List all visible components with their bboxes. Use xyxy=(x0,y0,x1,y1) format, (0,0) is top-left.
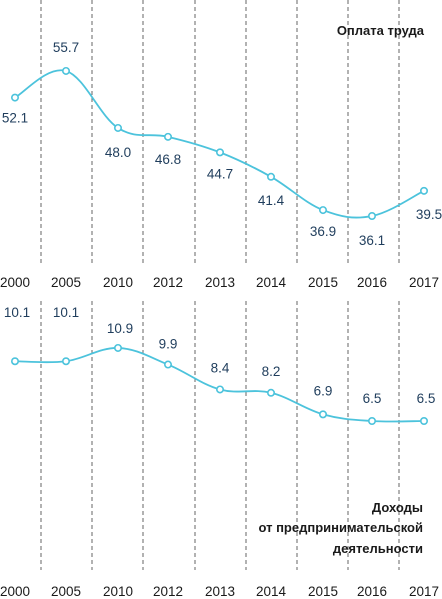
data-point xyxy=(61,357,70,366)
x-tick-label: 2015 xyxy=(308,584,338,599)
data-point xyxy=(367,212,376,221)
x-tick-label: 2015 xyxy=(308,275,338,290)
data-label: 44.7 xyxy=(207,166,233,181)
data-label: 6.5 xyxy=(417,391,436,406)
data-label: 6.9 xyxy=(314,383,333,398)
chart-title-line-1: Доходы xyxy=(372,500,423,515)
x-tick-label: 2017 xyxy=(409,275,439,290)
x-tick-label: 2012 xyxy=(153,275,183,290)
data-point xyxy=(61,66,70,75)
x-tick-label: 2000 xyxy=(0,275,30,290)
data-point xyxy=(318,206,327,215)
chart-panel-business-income: Доходы от предпринимательской деятельнос… xyxy=(0,305,439,599)
data-label: 48.0 xyxy=(105,145,131,160)
x-axis-ticks-business-income: 2000 2005 2010 2012 2013 2014 2015 2016 2017 xyxy=(0,584,439,599)
data-point xyxy=(419,186,428,195)
series-points-business-income xyxy=(11,343,428,425)
data-point xyxy=(318,410,327,419)
data-point xyxy=(11,93,20,102)
x-tick-label: 2000 xyxy=(0,584,30,599)
data-point xyxy=(164,132,173,141)
data-label: 10.1 xyxy=(4,305,30,320)
x-tick-label: 2014 xyxy=(256,275,287,290)
data-point xyxy=(11,357,20,366)
data-label: 10.9 xyxy=(107,321,133,336)
x-tick-label: 2012 xyxy=(153,584,183,599)
x-tick-label: 2014 xyxy=(256,584,287,599)
data-label: 52.1 xyxy=(2,111,28,126)
x-tick-label: 2016 xyxy=(357,275,387,290)
x-tick-label: 2013 xyxy=(205,584,235,599)
series-points-wages xyxy=(11,66,428,221)
x-tick-label: 2016 xyxy=(357,584,387,599)
data-point xyxy=(164,360,173,369)
data-label: 9.9 xyxy=(159,337,178,352)
data-point xyxy=(216,385,225,394)
gridlines xyxy=(40,0,400,570)
data-labels-business-income: 10.1 10.1 10.9 9.9 8.4 8.2 6.9 6.5 6.5 xyxy=(4,305,436,406)
data-label: 39.5 xyxy=(416,207,442,222)
chart-title-line-3: деятельности xyxy=(333,541,423,556)
x-tick-label: 2005 xyxy=(51,275,81,290)
x-tick-label: 2017 xyxy=(409,584,439,599)
data-label: 46.8 xyxy=(155,152,181,167)
chart-title-wages: Оплата труда xyxy=(337,23,425,38)
data-point xyxy=(266,172,275,181)
chart-panel-wages: Оплата труда 52.1 55.7 48.0 46.8 44.7 41.4 36.… xyxy=(0,23,442,290)
data-label: 6.5 xyxy=(363,391,382,406)
data-label: 41.4 xyxy=(258,193,285,208)
series-line-wages xyxy=(14,69,425,219)
data-label: 8.4 xyxy=(211,360,230,375)
data-point xyxy=(216,148,225,157)
data-label: 8.2 xyxy=(262,364,281,379)
x-tick-label: 2013 xyxy=(205,275,235,290)
data-point xyxy=(367,416,376,425)
data-label: 36.9 xyxy=(310,224,336,239)
chart-title-line-2: от предпринимательской xyxy=(258,520,423,535)
series-line-business-income xyxy=(14,347,425,423)
data-point xyxy=(266,388,275,397)
data-label: 10.1 xyxy=(53,305,79,320)
data-point xyxy=(114,123,123,132)
data-label: 36.1 xyxy=(359,233,385,248)
x-tick-label: 2010 xyxy=(103,275,133,290)
data-point xyxy=(419,416,428,425)
x-tick-label: 2005 xyxy=(51,584,81,599)
x-axis-ticks-wages: 2000 2005 2010 2012 2013 2014 2015 2016 2017 xyxy=(0,275,439,290)
data-label: 55.7 xyxy=(53,40,79,55)
x-tick-label: 2010 xyxy=(103,584,133,599)
data-point xyxy=(114,343,123,352)
data-labels-wages: 52.1 55.7 48.0 46.8 44.7 41.4 36.9 36.1 39.5 xyxy=(2,40,442,248)
